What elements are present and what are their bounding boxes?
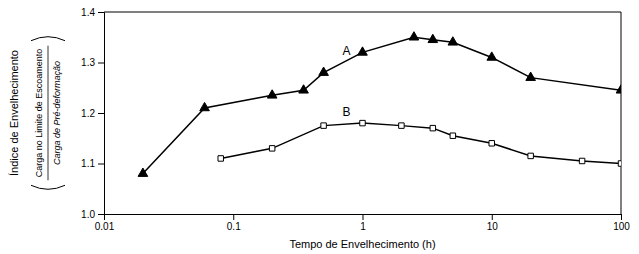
tick-label: 1 xyxy=(360,221,366,232)
tick: 1.1 xyxy=(81,158,104,169)
tick-mark xyxy=(98,12,104,13)
marker xyxy=(321,123,326,128)
y-axis: 1.0 1.1 1.2 1.3 1.4 xyxy=(81,7,104,220)
marker xyxy=(360,120,365,125)
tick-mark xyxy=(98,113,104,114)
bracket xyxy=(31,37,65,41)
tick-mark xyxy=(233,214,234,220)
x-axis: 0.01 0.1 1 10 100 xyxy=(95,214,631,232)
annotation: A xyxy=(342,44,350,58)
tick-label: 1.0 xyxy=(81,209,95,220)
marker xyxy=(430,125,435,130)
tick-mark xyxy=(363,214,364,220)
tick: 1.2 xyxy=(81,108,104,119)
tick-label: 0.01 xyxy=(95,221,115,232)
tick-label: 0.1 xyxy=(227,221,241,232)
plot: 0.01 0.1 1 10 100 1.0 1.1 1.2 1.3 1.4 A B xyxy=(81,7,630,232)
tick-mark xyxy=(492,214,493,220)
tick-mark xyxy=(98,214,104,215)
tick: 100 xyxy=(613,214,630,232)
tick: 1.4 xyxy=(81,7,104,18)
marker xyxy=(299,85,309,93)
series-line xyxy=(143,37,621,173)
marker xyxy=(319,67,329,75)
marker xyxy=(528,153,533,158)
marker xyxy=(267,90,277,98)
tick: 0.01 xyxy=(95,214,115,232)
tick: 0.1 xyxy=(227,214,241,232)
marker xyxy=(399,123,404,128)
marker xyxy=(526,72,536,80)
tick-label: 1.1 xyxy=(81,158,95,169)
annotation: B xyxy=(342,105,350,119)
tick: 1.0 xyxy=(81,209,104,220)
bracket xyxy=(31,185,65,189)
marker xyxy=(409,32,419,40)
chart: 0.01 0.1 1 10 100 1.0 1.1 1.2 1.3 1.4 A B Tempo de E… xyxy=(0,0,639,254)
marker xyxy=(450,133,455,138)
marker xyxy=(269,146,274,151)
y-axis-title: Índice de Envelhecimento xyxy=(8,50,20,176)
marker xyxy=(138,168,148,176)
marker xyxy=(489,141,494,146)
marker xyxy=(616,85,621,93)
marker xyxy=(618,161,621,166)
tick-label: 1.4 xyxy=(81,7,95,18)
tick-label: 100 xyxy=(613,221,630,232)
marker xyxy=(218,156,223,161)
marker xyxy=(428,34,438,42)
marker xyxy=(487,52,497,60)
tick: 1 xyxy=(360,214,366,232)
marker xyxy=(358,47,368,55)
marker xyxy=(200,102,210,110)
frame xyxy=(104,12,621,13)
axis-line xyxy=(98,13,105,215)
series-line xyxy=(221,123,621,163)
tick-mark xyxy=(621,214,622,220)
tick-mark xyxy=(98,164,104,165)
frame xyxy=(621,12,622,214)
y-axis-subtitle: Carga no Limite de Escoamento xyxy=(34,49,44,178)
fraction-bar xyxy=(48,46,49,181)
tick: 1.3 xyxy=(81,57,104,68)
marks xyxy=(138,32,621,177)
tick: 10 xyxy=(487,214,499,232)
x-axis-title: Tempo de Envelhecimento (h) xyxy=(289,238,435,250)
axis-line xyxy=(105,215,622,221)
tick-label: 1.2 xyxy=(81,108,95,119)
y-axis-subtitle: Carga de Pré-deformação xyxy=(52,61,62,165)
marker xyxy=(448,37,458,45)
marker xyxy=(579,158,584,163)
tick-mark xyxy=(98,63,104,64)
tick-label: 1.3 xyxy=(81,57,95,68)
tick-label: 10 xyxy=(487,221,499,232)
